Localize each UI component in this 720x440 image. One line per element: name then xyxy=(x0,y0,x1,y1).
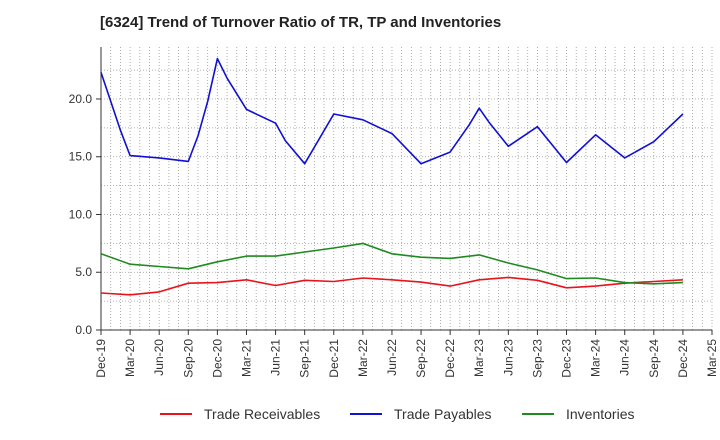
series-line-trade-receivables xyxy=(100,276,683,296)
legend-label-trade-receivables: Trade Receivables xyxy=(204,406,320,422)
y-tick-label: 0.0 xyxy=(75,323,92,337)
y-tick-label: 10.0 xyxy=(69,207,93,221)
x-tick-label: Mar-22 xyxy=(356,339,370,377)
x-tick-label: Dec-21 xyxy=(327,339,341,378)
x-tick-label: Mar-25 xyxy=(705,339,719,377)
x-tick-label: Sep-22 xyxy=(414,339,428,378)
x-tick-label: Sep-20 xyxy=(181,339,195,378)
x-tick-label: Mar-23 xyxy=(472,339,486,377)
x-tick-label: Dec-22 xyxy=(443,339,457,378)
x-tick-label: Jun-23 xyxy=(501,339,515,376)
legend-label-trade-payables: Trade Payables xyxy=(394,406,492,422)
x-tick-label: Jun-20 xyxy=(152,339,166,376)
x-tick-label: Mar-21 xyxy=(239,339,253,377)
x-tick-label: Dec-23 xyxy=(560,339,574,378)
x-tick-label: Sep-23 xyxy=(530,339,544,378)
x-tick-label: Mar-20 xyxy=(123,339,137,377)
series-line-inventories xyxy=(100,242,683,285)
y-tick-label: 15.0 xyxy=(69,150,93,164)
series-line-trade-payables xyxy=(100,57,684,165)
legend-label-inventories: Inventories xyxy=(566,406,634,422)
x-tick-label: Sep-24 xyxy=(647,339,661,378)
x-tick-label: Jun-21 xyxy=(269,339,283,376)
x-tick-label: Jun-24 xyxy=(618,339,632,376)
chart-title: [6324] Trend of Turnover Ratio of TR, TP… xyxy=(100,14,502,31)
x-tick-label: Sep-21 xyxy=(298,339,312,378)
y-tick-label: 5.0 xyxy=(75,265,92,279)
x-tick-label: Jun-22 xyxy=(385,339,399,376)
x-tick-label: Dec-19 xyxy=(94,339,108,378)
x-tick-label: Dec-20 xyxy=(210,339,224,378)
x-tick-label: Mar-24 xyxy=(589,339,603,377)
x-tick-label: Dec-24 xyxy=(676,339,690,378)
y-tick-label: 20.0 xyxy=(69,92,93,106)
